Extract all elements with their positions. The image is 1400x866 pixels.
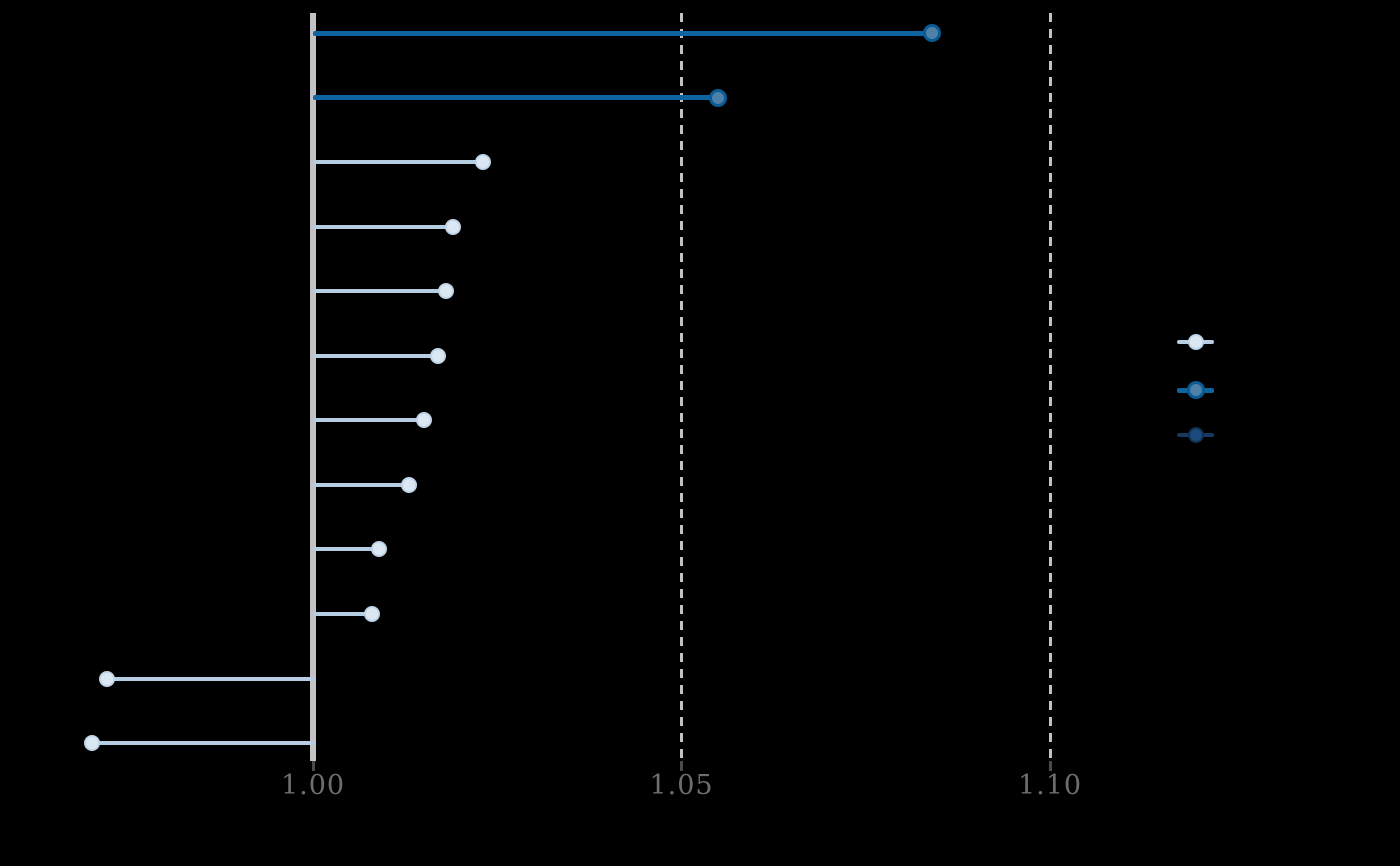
x-tick-label-2: 1.05: [649, 770, 714, 801]
gridline-1.05: [680, 13, 683, 762]
gridline-1.1: [1048, 13, 1052, 762]
lollipop-dot: [83, 735, 100, 752]
legend-marker-base: [1187, 334, 1204, 350]
legend-marker-highlight: [1186, 381, 1205, 399]
axis-baseline-spine: [310, 13, 316, 761]
lollipop-stem: [313, 30, 935, 36]
lollipop-dot: [400, 476, 417, 493]
lollipop-dot: [445, 218, 462, 235]
lollipop-stem: [106, 676, 315, 681]
lollipop-dot: [98, 670, 115, 687]
lollipop-dot: [430, 347, 447, 364]
axis-tick-1.10: [1048, 761, 1052, 771]
lollipop-stem: [91, 741, 315, 746]
axis-tick-1.00: [311, 761, 315, 771]
x-tick-label-1: 1.00: [280, 770, 346, 801]
lollipop-stem: [313, 95, 721, 101]
lollipop-dot: [363, 605, 380, 622]
legend-marker-dark: [1187, 427, 1204, 443]
lollipop-stem: [313, 611, 374, 616]
lollipop-stem: [313, 224, 456, 229]
x-tick-label-3: 1.10: [1017, 770, 1083, 801]
lollipop-stem: [313, 160, 485, 165]
axis-tick-1.05: [680, 761, 683, 771]
lollipop-stem: [313, 418, 426, 423]
lollipop-stem: [313, 482, 411, 487]
lollipop-stem: [313, 547, 382, 552]
lollipop-stem: [313, 289, 448, 294]
lollipop-dot: [371, 541, 388, 558]
lollipop-dot: [709, 88, 728, 107]
lollipop-dot: [923, 24, 942, 42]
lollipop-stem: [313, 353, 441, 358]
lollipop-dot: [474, 154, 491, 171]
lollipop-dot: [437, 283, 454, 300]
lollipop-dot: [415, 412, 432, 429]
